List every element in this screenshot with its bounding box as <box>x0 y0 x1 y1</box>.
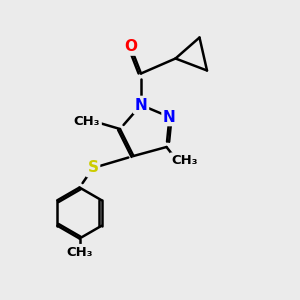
Text: O: O <box>124 39 137 54</box>
Text: CH₃: CH₃ <box>66 245 93 259</box>
Text: N: N <box>163 110 176 124</box>
Text: CH₃: CH₃ <box>171 154 198 167</box>
Text: CH₃: CH₃ <box>74 115 100 128</box>
Text: N: N <box>135 98 147 112</box>
Text: S: S <box>88 160 98 175</box>
